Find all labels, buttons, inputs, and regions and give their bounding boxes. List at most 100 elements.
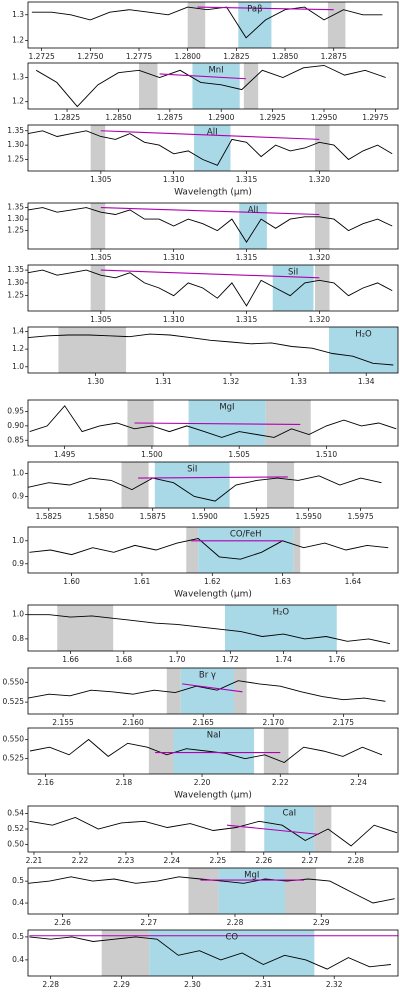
x-tick-label: 1.2875 xyxy=(157,113,183,122)
feature-band xyxy=(192,63,240,109)
spectrum xyxy=(28,475,382,502)
x-tick-label: 2.29 xyxy=(313,918,330,927)
x-tick-label: 1.32 xyxy=(223,377,240,386)
continuum-band xyxy=(90,125,106,171)
x-tick-label: 1.62 xyxy=(204,577,221,586)
x-tick-label: 1.2900 xyxy=(208,113,234,122)
x-tick-label: 1.5975 xyxy=(347,512,373,521)
feature-band xyxy=(218,868,286,914)
continuum-band xyxy=(327,2,346,48)
x-tick-label: 2.28 xyxy=(347,856,364,865)
x-tick-label: 1.5925 xyxy=(244,512,270,521)
x-tick-label: 1.5825 xyxy=(36,512,62,521)
x-tick-label: 1.315 xyxy=(236,315,258,324)
x-tick-label: 2.20 xyxy=(194,778,211,787)
continuum-band xyxy=(148,728,174,774)
x-tick-label: 2.25 xyxy=(209,856,226,865)
x-tick-label: 1.5950 xyxy=(295,512,321,521)
panel xyxy=(29,806,398,852)
x-tick-label: 1.320 xyxy=(309,253,331,262)
feature-label: SiI xyxy=(288,268,298,278)
feature-label: AlI xyxy=(207,128,218,138)
x-tick-label: 2.29 xyxy=(113,980,130,989)
x-tick-label: 1.2750 xyxy=(77,52,103,61)
feature-band xyxy=(238,2,272,48)
x-tick-label: 2.32 xyxy=(326,980,343,989)
feature-label: Paβ xyxy=(247,5,262,15)
spectrum xyxy=(28,130,393,166)
continuum-fit xyxy=(134,422,301,425)
continuum-fit xyxy=(100,207,320,216)
axes-frame xyxy=(27,124,399,172)
continuum-fit xyxy=(182,683,243,693)
feature-band xyxy=(154,462,230,508)
x-tick-label: 1.63 xyxy=(274,577,291,586)
axes-frame xyxy=(27,326,399,374)
x-tick-label: 1.500 xyxy=(141,450,163,459)
axes-frame xyxy=(27,727,399,775)
continuum-fit xyxy=(138,476,288,479)
x-tick-label: 1.31 xyxy=(155,377,172,386)
feature-label: MgI xyxy=(219,403,234,413)
feature-band xyxy=(180,668,235,714)
spectrum xyxy=(29,538,389,560)
spectrum xyxy=(29,817,398,847)
axes-frame xyxy=(27,399,399,447)
y-tick-label: 1.30 xyxy=(7,140,24,149)
y-tick-label: 1.2 xyxy=(12,97,24,106)
x-tick-label: 1.2875 xyxy=(321,52,347,61)
feature-band xyxy=(173,728,255,774)
panel xyxy=(29,400,397,446)
x-tick-label: 1.5875 xyxy=(140,512,166,521)
x-tick-label: 1.74 xyxy=(275,655,292,664)
feature-band xyxy=(329,327,398,373)
panel xyxy=(28,868,395,914)
panel xyxy=(28,605,391,651)
x-tick-label: 1.305 xyxy=(90,253,112,262)
x-tick-label: 2.18 xyxy=(115,778,132,787)
continuum-band xyxy=(267,462,295,508)
continuum-band xyxy=(243,63,259,109)
x-tick-label: 1.310 xyxy=(163,175,185,184)
feature-band xyxy=(264,806,315,852)
x-tick-label: 2.21 xyxy=(26,856,43,865)
y-tick-label: 1.35 xyxy=(7,203,24,212)
axes-frame xyxy=(27,929,399,977)
y-tick-label: 1.25 xyxy=(7,291,24,300)
axes-frame xyxy=(27,461,399,509)
feature-label: NaI xyxy=(207,731,221,741)
x-axis-label: Wavelength (μm) xyxy=(174,188,252,198)
x-tick-label: 1.60 xyxy=(63,577,80,586)
x-tick-label: 1.2800 xyxy=(175,52,201,61)
x-tick-label: 2.170 xyxy=(263,718,285,727)
x-tick-label: 1.68 xyxy=(115,655,132,664)
continuum-band xyxy=(121,462,149,508)
continuum-band xyxy=(57,605,114,651)
continuum-band xyxy=(263,728,289,774)
x-tick-label: 2.30 xyxy=(184,980,201,989)
feature-band xyxy=(272,265,314,311)
y-tick-label: 0.50 xyxy=(7,839,24,848)
y-tick-label: 1.2 xyxy=(12,35,24,44)
feature-label: MgI xyxy=(244,871,259,881)
x-tick-label: 2.22 xyxy=(272,778,289,787)
spectrum xyxy=(35,64,386,108)
continuum-band xyxy=(186,527,199,573)
y-tick-label: 1.4 xyxy=(12,326,24,335)
continuum-band xyxy=(265,400,311,446)
x-tick-label: 1.495 xyxy=(54,450,76,459)
panel xyxy=(29,930,398,976)
axes-frame xyxy=(27,202,399,250)
continuum-band xyxy=(188,868,219,914)
y-tick-label: 0.85 xyxy=(7,435,24,444)
axes-frame xyxy=(27,526,399,574)
y-tick-label: 0.95 xyxy=(7,407,24,416)
x-tick-label: 1.2975 xyxy=(362,113,388,122)
y-tick-label: 0.90 xyxy=(7,421,24,430)
x-tick-label: 2.31 xyxy=(255,980,272,989)
x-tick-label: 2.16 xyxy=(37,778,54,787)
x-tick-label: 1.2850 xyxy=(105,113,131,122)
y-tick-label: 1.35 xyxy=(7,126,24,135)
spectrum xyxy=(28,333,394,366)
feature-label: CO/FeH xyxy=(230,530,262,540)
